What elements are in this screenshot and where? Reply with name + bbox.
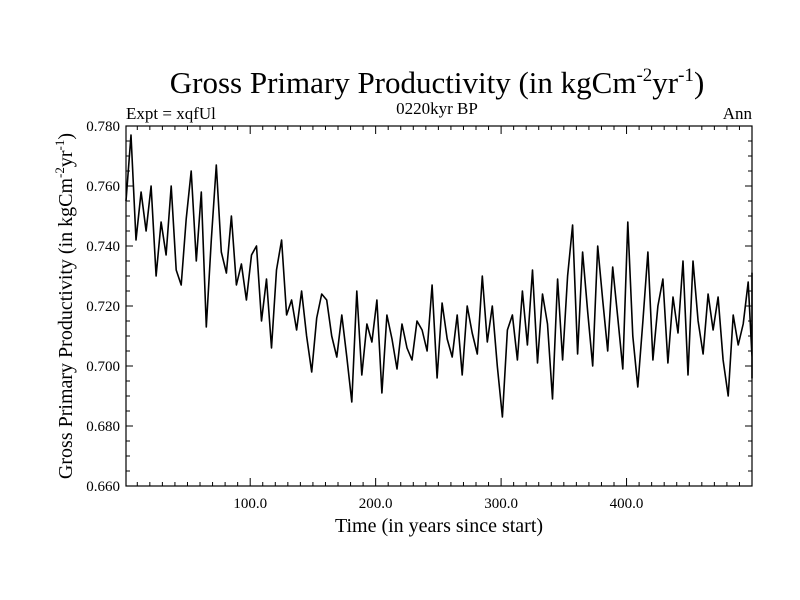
experiment-label: Expt = xqfUl bbox=[126, 104, 216, 123]
y-tick-label: 0.780 bbox=[86, 119, 120, 135]
y-tick-label: 0.760 bbox=[86, 179, 120, 195]
chart-title: Gross Primary Productivity (in kgCm-2yr-… bbox=[170, 65, 705, 100]
x-tick-label: 300.0 bbox=[484, 496, 518, 512]
y-tick-label: 0.680 bbox=[86, 419, 120, 435]
x-tick-label: 400.0 bbox=[610, 496, 644, 512]
x-axis-label: Time (in years since start) bbox=[335, 515, 543, 537]
x-axis-ticks: 100.0 200.0 300.0 400.0 bbox=[136, 126, 740, 512]
x-tick-label: 100.0 bbox=[233, 496, 267, 512]
y-tick-label: 0.720 bbox=[86, 299, 120, 315]
gpp-series-line bbox=[125, 134, 753, 418]
y-axis-ticks: 0.660 0.680 0.700 0.720 0.740 0.760 0.780 bbox=[86, 119, 752, 495]
period-label: 0220kyr BP bbox=[396, 99, 478, 118]
season-label: Ann bbox=[723, 104, 753, 123]
y-tick-label: 0.740 bbox=[86, 239, 120, 255]
y-axis-label: Gross Primary Productivity (in kgCm-2yr-… bbox=[52, 133, 77, 479]
y-tick-label: 0.660 bbox=[86, 479, 120, 495]
x-tick-label: 200.0 bbox=[359, 496, 393, 512]
y-tick-label: 0.700 bbox=[86, 359, 120, 375]
